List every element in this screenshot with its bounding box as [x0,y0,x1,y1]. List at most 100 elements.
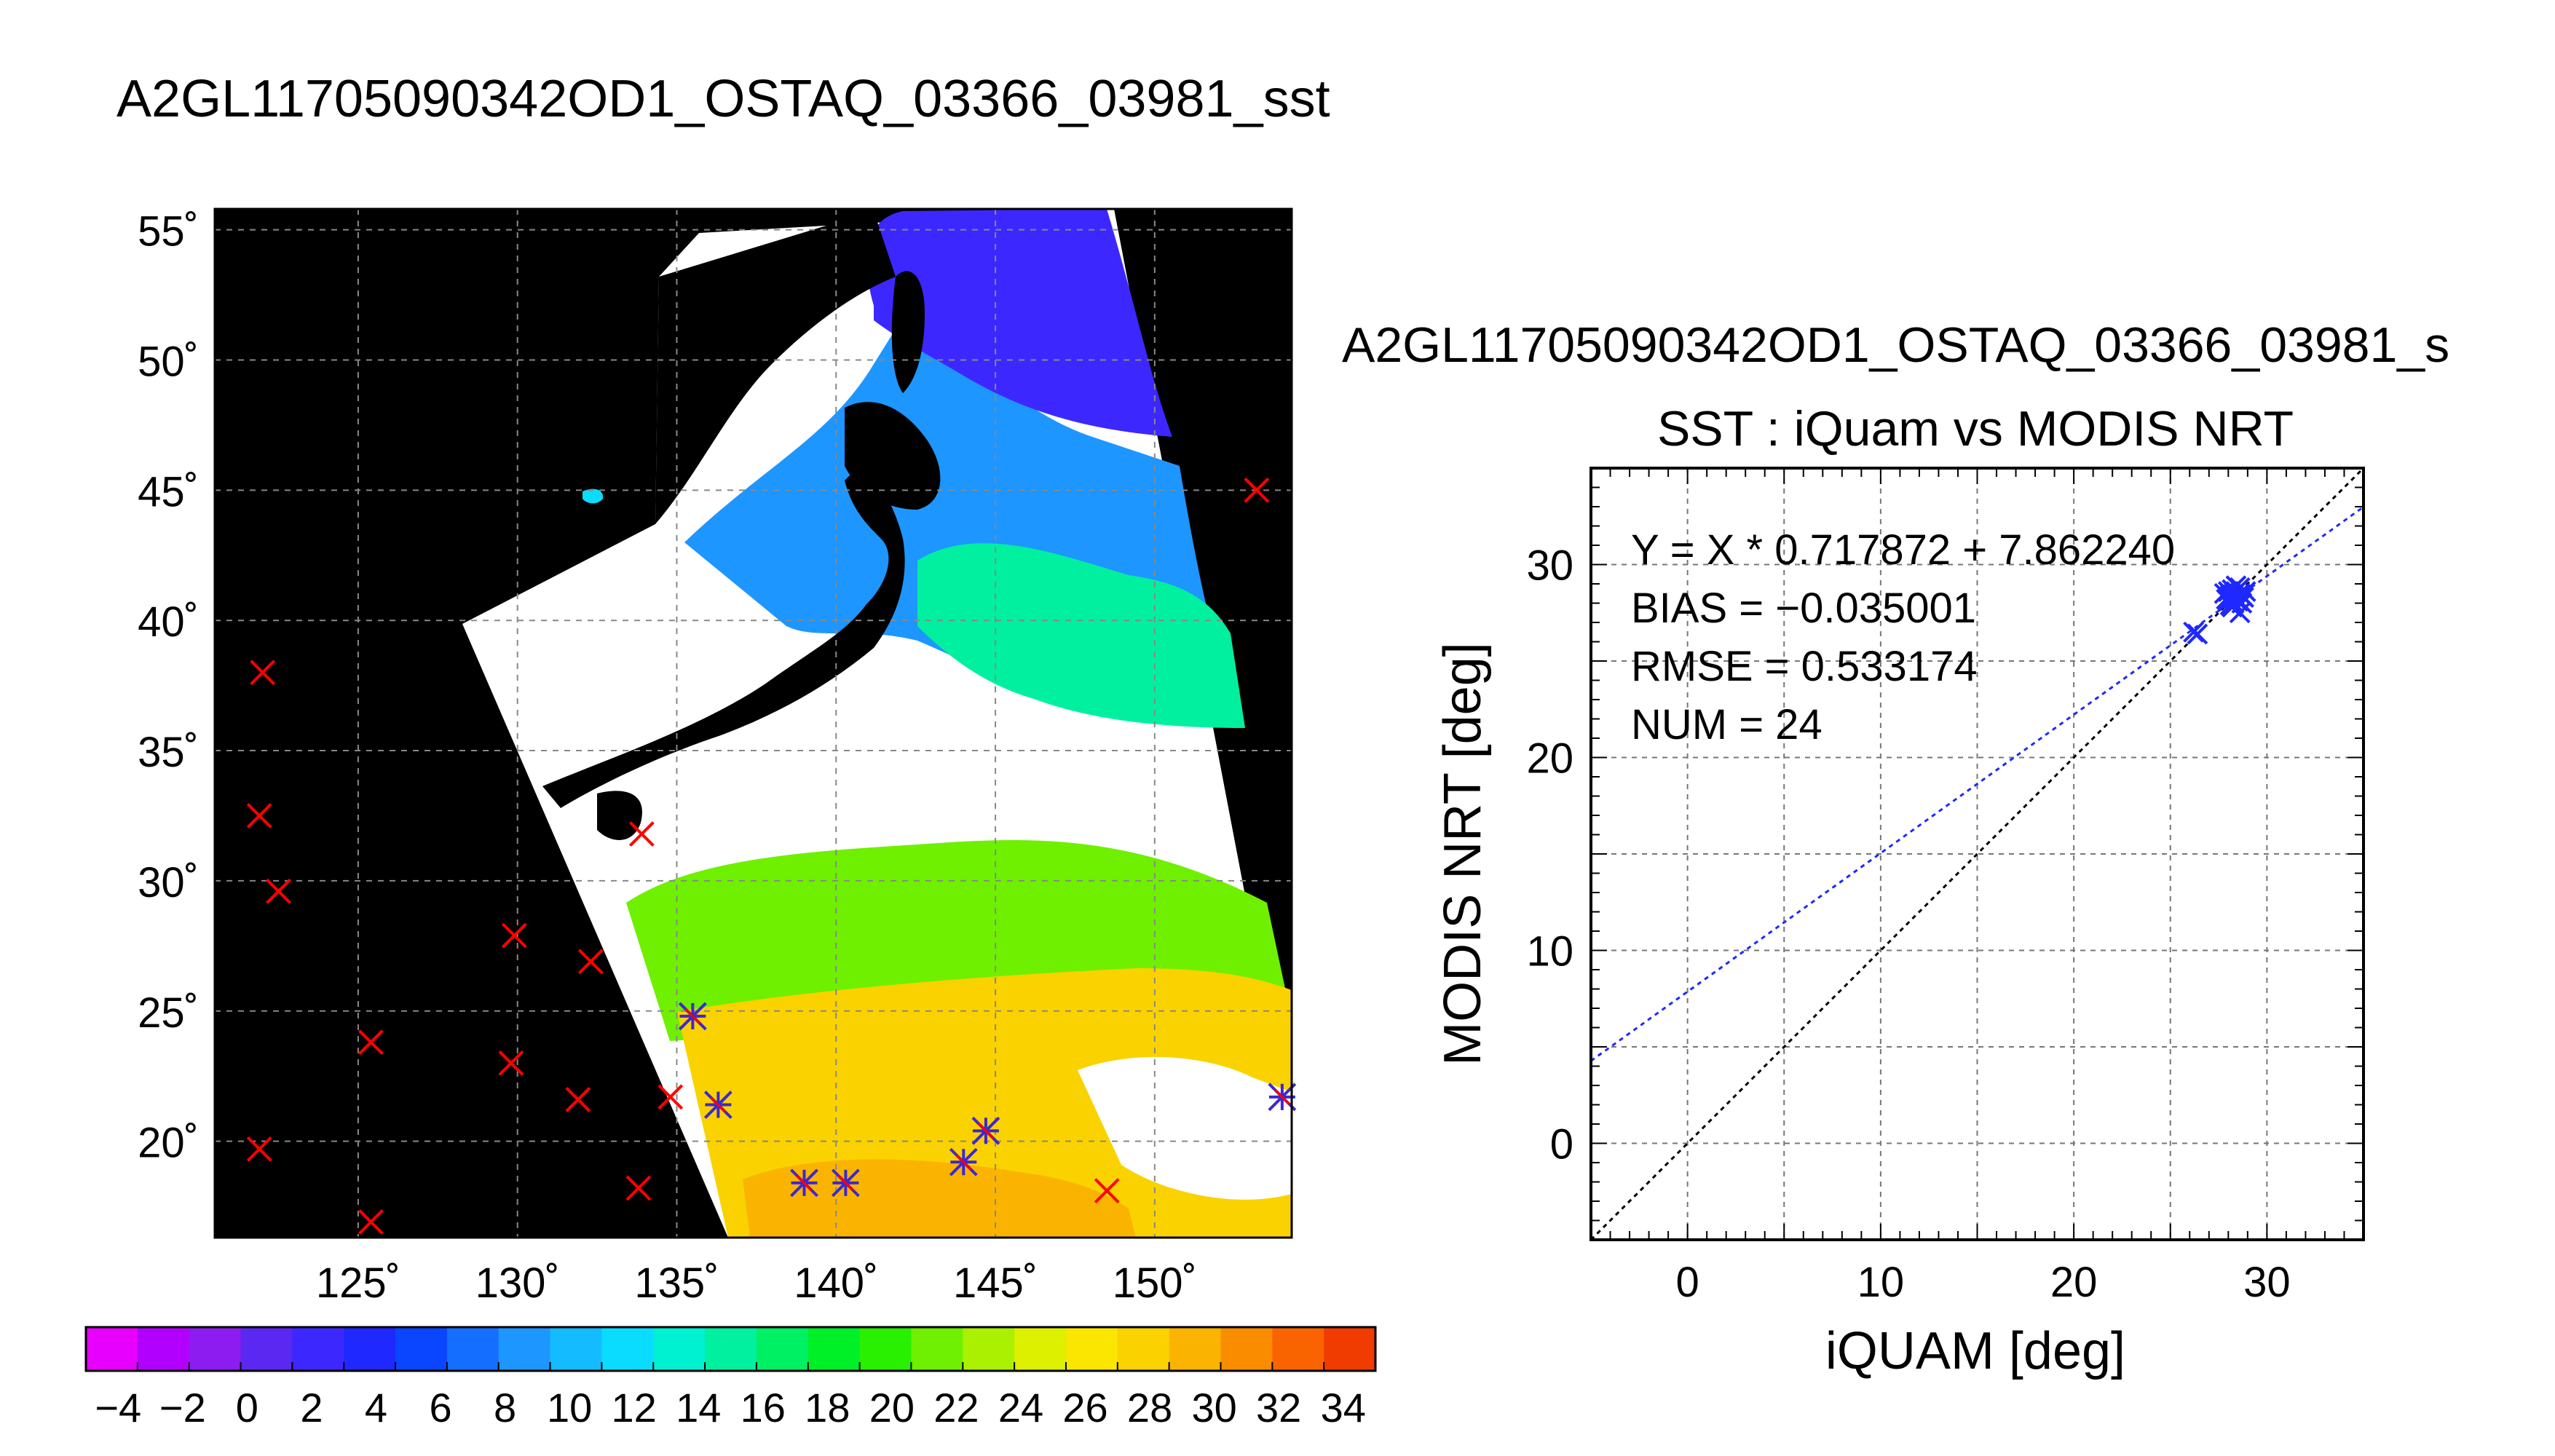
matched-observation-marker [703,1091,732,1119]
colorbar-frame [84,1326,1377,1372]
colorbar-cell [395,1327,448,1371]
observation-marker [250,660,276,686]
scatter-gridlines [1591,468,2364,1240]
map-latitude-tick-label: 35˚ [138,729,199,776]
colorbar-cell [498,1327,551,1371]
colorbar-cell [1014,1327,1067,1371]
land-asia [462,211,896,624]
scatter-title: SST : iQuam vs MODIS NRT [1657,401,2294,456]
scatter-annotation: Y = X * 0.717872 + 7.862240 [1631,526,2175,574]
colorbar-label: 8 [494,1385,516,1431]
colorbar-label: 0 [236,1385,258,1431]
y-tick-label: 10 [1526,928,1573,976]
map-latitude-tick-label: 45˚ [138,468,199,515]
observation-marker [577,949,604,975]
colorbar-cell [446,1327,499,1371]
matched-observation-marker [790,1168,818,1198]
map-longitude-tick-label: 135˚ [634,1259,719,1307]
colorbar-labels: −4 −2 0 2 4 6 8 10 12 14 16 18 20 22 24 26 28 30 32 34 [95,1385,1366,1431]
land-sakhalin [891,271,925,393]
x-tick-label: 20 [2050,1259,2098,1306]
scatter-annotation: BIAS = −0.035001 [1631,585,1976,632]
sst-map: 55˚ 50˚ 45˚ 40˚ 35˚ 30˚ 25˚ 20˚ 125˚ 130˚ 135˚ 140… [138,207,1297,1307]
colorbar-label: 10 [547,1385,592,1431]
colorbar-label: 20 [869,1385,915,1431]
map-latitude-tick-label: 50˚ [138,338,199,385]
colorbar-label: 2 [300,1385,323,1431]
scatter-frame [1590,467,2365,1241]
colorbar-label: 18 [805,1385,850,1431]
cloud-patch-south [1078,1056,1292,1200]
scatter-point [2235,581,2256,603]
matched-observation-marker [678,1002,707,1031]
scatter-annotation: RMSE = 0.533174 [1631,643,1978,690]
map-latitude-tick-label: 55˚ [138,208,199,256]
colorbar-cell [1169,1327,1221,1371]
map-latitude-tick-label: 40˚ [138,598,199,646]
land-kyushu [597,791,642,840]
scatter-title-line1: A2GL11705090342OD1_OSTAQ_03366_03981_s [1342,317,2449,373]
colorbar-cell [1272,1327,1324,1371]
colorbar-cells [86,1327,1376,1371]
scatter-x-ticks: 0 10 20 30 [1675,1259,2290,1306]
colorbar-cell [963,1327,1015,1371]
observation-marker [628,821,655,847]
colorbar-label: 32 [1256,1385,1301,1431]
colorbar-label: 24 [998,1385,1043,1431]
colorbar-label: 28 [1127,1385,1172,1431]
observation-marker [266,878,291,904]
observation-marker [1244,477,1270,503]
colorbar-cell [1324,1327,1376,1371]
observation-marker [1094,1178,1120,1204]
colorbar-cell [137,1327,190,1371]
colorbar-cell [86,1327,138,1371]
matched-observation-marker [949,1147,978,1176]
land-hokkaido [845,402,941,510]
observation-marker [625,1175,652,1201]
colorbar-cell [1065,1327,1118,1371]
x-tick-label: 10 [1857,1259,1905,1306]
regression-line [1591,506,2364,1062]
colorbar-label: 4 [365,1385,387,1431]
y-tick-label: 20 [1526,735,1573,783]
colorbar-label: 26 [1062,1385,1107,1431]
y-axis-label: MODIS NRT [deg] [1434,642,1492,1066]
map-gridlines [215,209,1292,1238]
colorbar-cell [240,1327,293,1371]
colorbar-cell [292,1327,344,1371]
colorbar-cell [705,1327,757,1371]
colorbar-cell [653,1327,706,1371]
colorbar-cell [1220,1327,1273,1371]
scatter-annotation: NUM = 24 [1631,701,1823,748]
map-latitude-tick-label: 30˚ [138,859,199,906]
map-latitude-ticks: 55˚ 50˚ 45˚ 40˚ 35˚ 30˚ 25˚ 20˚ [138,208,199,1167]
observation-marker [358,1209,384,1235]
observation-marker [501,922,527,949]
colorbar: −4 −2 0 2 4 6 8 10 12 14 16 18 20 22 24 26 28 30 32 34 [84,1326,1377,1431]
y-tick-label: 0 [1550,1121,1573,1168]
main-title: A2GL11705090342OD1_OSTAQ_03366_03981_sst [117,70,1330,128]
observation-marker [498,1050,524,1076]
x-tick-label: 30 [2243,1259,2291,1306]
map-latitude-tick-label: 25˚ [138,989,199,1037]
map-observations [246,477,1297,1235]
colorbar-cell [344,1327,396,1371]
sst-kuroshio-extension [917,543,1245,728]
observation-marker [246,1136,272,1162]
observation-marker [358,1029,384,1056]
x-tick-label: 0 [1675,1259,1699,1306]
scatter-points [2183,575,2256,645]
colorbar-label: 12 [612,1385,657,1431]
colorbar-label: 6 [429,1385,451,1431]
map-longitude-tick-label: 145˚ [953,1259,1038,1307]
colorbar-label: 30 [1191,1385,1236,1431]
observation-marker [246,803,272,828]
colorbar-cell [601,1327,654,1371]
scatter-annotations: Y = X * 0.717872 + 7.862240 BIAS = −0.035… [1631,526,2175,748]
map-longitude-ticks: 125˚ 130˚ 135˚ 140˚ 145˚ 150˚ [316,1259,1197,1307]
colorbar-cell [1117,1327,1170,1371]
map-longitude-tick-label: 125˚ [316,1259,400,1307]
colorbar-cell [550,1327,602,1371]
scatter-point [2187,623,2208,645]
